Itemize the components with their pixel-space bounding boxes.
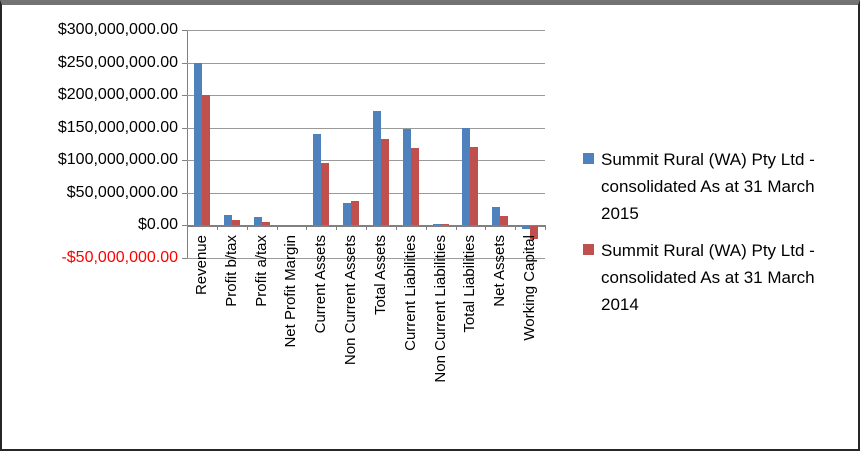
gridline — [187, 95, 545, 96]
legend-label-line: 2014 — [601, 295, 639, 314]
bar-2015-6[interactable] — [372, 111, 381, 225]
bar-2015-7[interactable] — [402, 129, 411, 225]
category-label: Non Current Liabilities — [431, 235, 449, 383]
y-axis-tick-label: $200,000,000.00 — [57, 86, 178, 103]
category-label: Profit b/tax — [222, 235, 240, 307]
y-axis-tick — [182, 30, 187, 31]
bar-2015-5[interactable] — [343, 202, 352, 225]
legend-entry-2015[interactable]: Summit Rural (WA) Pty Ltd - consolidated … — [583, 146, 857, 227]
x-axis-tick — [545, 225, 546, 230]
y-axis-line — [187, 30, 188, 258]
x-axis-tick — [187, 225, 188, 230]
x-axis-tick — [306, 225, 308, 230]
legend-swatch — [583, 244, 594, 255]
bar-2015-10[interactable] — [492, 207, 501, 225]
bar-2014-1[interactable] — [231, 219, 240, 225]
gridline — [187, 160, 545, 161]
category-label: Working Capital — [521, 235, 539, 341]
legend-label-line: Summit Rural (WA) Pty Ltd - — [601, 241, 815, 260]
y-axis-tick-label: $50,000,000.00 — [66, 183, 178, 201]
y-axis-tick — [182, 192, 187, 194]
x-axis-tick — [485, 225, 487, 230]
x-axis-tick — [395, 225, 397, 230]
bar-2014-2[interactable] — [261, 221, 270, 225]
x-axis-tick — [455, 225, 457, 230]
bar-2014-10[interactable] — [500, 215, 509, 225]
legend-label: Summit Rural (WA) Pty Ltd - consolidated … — [601, 146, 815, 227]
gridline — [187, 192, 545, 194]
bar-2015-4[interactable] — [313, 134, 322, 225]
x-axis-tick — [276, 225, 278, 230]
bar-2014-9[interactable] — [470, 147, 479, 225]
category-label: Revenue — [192, 235, 210, 296]
bar-2014-8[interactable] — [440, 224, 449, 225]
y-axis-tick-label: -$50,000,000.00 — [61, 248, 178, 266]
category-label: Current Liabilities — [401, 235, 419, 351]
y-axis-tick — [182, 160, 187, 161]
y-axis-tick — [182, 225, 187, 226]
y-axis-tick — [182, 257, 187, 259]
legend-label-line: consolidated As at 31 March — [601, 177, 815, 196]
y-axis-tick — [182, 62, 187, 64]
plot-area — [187, 30, 545, 259]
bar-2015-9[interactable] — [462, 128, 471, 225]
category-label: Net Profit Margin — [282, 235, 300, 348]
y-axis-tick — [182, 95, 187, 96]
x-axis-tick — [336, 225, 338, 230]
category-label: Total Assets — [371, 235, 389, 316]
y-axis-tick-label: $100,000,000.00 — [57, 151, 178, 168]
bar-2014-7[interactable] — [410, 148, 419, 225]
legend-label-line: 2015 — [601, 204, 639, 223]
y-axis-tick-label: $150,000,000.00 — [57, 118, 178, 136]
bar-2015-0[interactable] — [193, 62, 202, 225]
gridline — [187, 257, 545, 259]
bar-2014-11[interactable] — [530, 226, 539, 239]
x-axis-tick — [246, 225, 248, 230]
x-axis-tick — [515, 225, 517, 230]
bar-2014-6[interactable] — [380, 138, 389, 225]
category-label: Current Assets — [312, 235, 330, 334]
y-axis-tick-label: $300,000,000.00 — [57, 21, 178, 38]
legend-swatch — [583, 153, 594, 164]
category-label: Net Assets — [491, 235, 509, 307]
x-axis-tick — [366, 225, 367, 230]
bar-2014-5[interactable] — [351, 200, 360, 225]
y-axis-tick-label: $0.00 — [137, 216, 178, 233]
x-axis-tick — [425, 225, 427, 230]
legend: Summit Rural (WA) Pty Ltd - consolidated … — [583, 146, 857, 328]
bar-2014-4[interactable] — [321, 163, 330, 225]
category-label: Non Current Assets — [342, 235, 360, 366]
y-axis-tick-label: $250,000,000.00 — [57, 53, 178, 71]
gridline — [187, 62, 545, 64]
gridline — [187, 30, 545, 31]
x-axis-tick — [216, 225, 218, 230]
bar-2015-8[interactable] — [432, 223, 441, 225]
bar-2015-11[interactable] — [522, 226, 531, 229]
gridline — [187, 127, 545, 129]
legend-label-line: Summit Rural (WA) Pty Ltd - — [601, 150, 815, 169]
bar-2015-1[interactable] — [223, 215, 232, 225]
y-axis-tick — [182, 127, 187, 129]
legend-label-line: consolidated As at 31 March — [601, 268, 815, 287]
legend-label: Summit Rural (WA) Pty Ltd - consolidated … — [601, 237, 815, 318]
category-label: Profit a/tax — [252, 235, 270, 307]
category-label: Total Liabilities — [461, 235, 479, 333]
legend-entry-2014[interactable]: Summit Rural (WA) Pty Ltd - consolidated … — [583, 237, 857, 318]
bar-2014-0[interactable] — [201, 95, 210, 225]
bar-2015-2[interactable] — [253, 217, 262, 225]
